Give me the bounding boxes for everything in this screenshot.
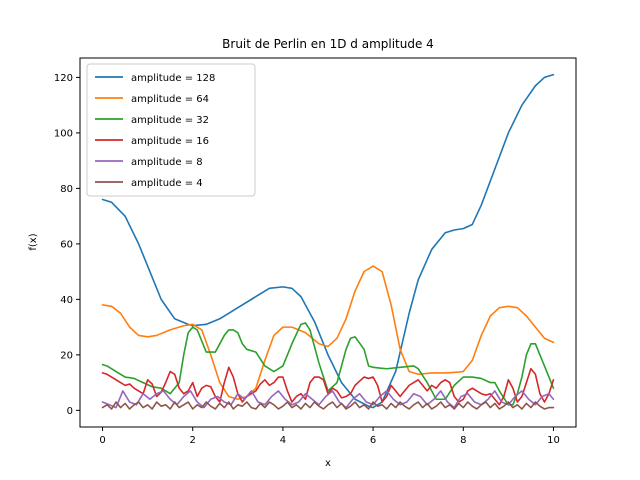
- y-tick-label-5: 100: [54, 128, 73, 139]
- x-tick-label-2: 4: [280, 435, 286, 446]
- series-line-1: [101, 265, 555, 401]
- series-line-4: [101, 390, 555, 409]
- x-tick-label-4: 8: [460, 435, 466, 446]
- legend-label-4: amplitude = 8: [131, 157, 203, 168]
- x-tick-label-3: 6: [370, 435, 376, 446]
- legend-label-1: amplitude = 64: [131, 94, 209, 105]
- x-tick-label-0: 0: [99, 435, 105, 446]
- legend-label-3: amplitude = 16: [131, 136, 209, 147]
- y-tick-label-3: 60: [60, 239, 73, 250]
- x-axis-label: x: [325, 458, 331, 469]
- x-tick-label-1: 2: [190, 435, 196, 446]
- legend-box: [86, 63, 256, 197]
- y-tick-label-2: 40: [60, 295, 73, 306]
- series-line-5: [101, 401, 555, 410]
- legend-label-0: amplitude = 128: [131, 73, 215, 84]
- y-tick-label-1: 20: [60, 350, 73, 361]
- legend-label-2: amplitude = 32: [131, 115, 209, 126]
- legend: amplitude = 128 amplitude = 64 amplitude =…: [86, 63, 256, 197]
- series-line-2: [101, 322, 555, 406]
- y-tick-label-4: 80: [60, 184, 73, 195]
- y-tick-label-0: 0: [67, 406, 73, 417]
- y-axis-label: f(x): [28, 233, 39, 250]
- series-line-0: [101, 73, 555, 409]
- y-tick-label-6: 120: [54, 73, 73, 84]
- x-tick-label-5: 10: [547, 435, 560, 446]
- chart-title: Bruit de Perlin en 1D d amplitude 4: [222, 37, 434, 51]
- legend-label-5: amplitude = 4: [131, 178, 203, 189]
- series-layer: [101, 73, 555, 410]
- plot-frame: [79, 57, 577, 428]
